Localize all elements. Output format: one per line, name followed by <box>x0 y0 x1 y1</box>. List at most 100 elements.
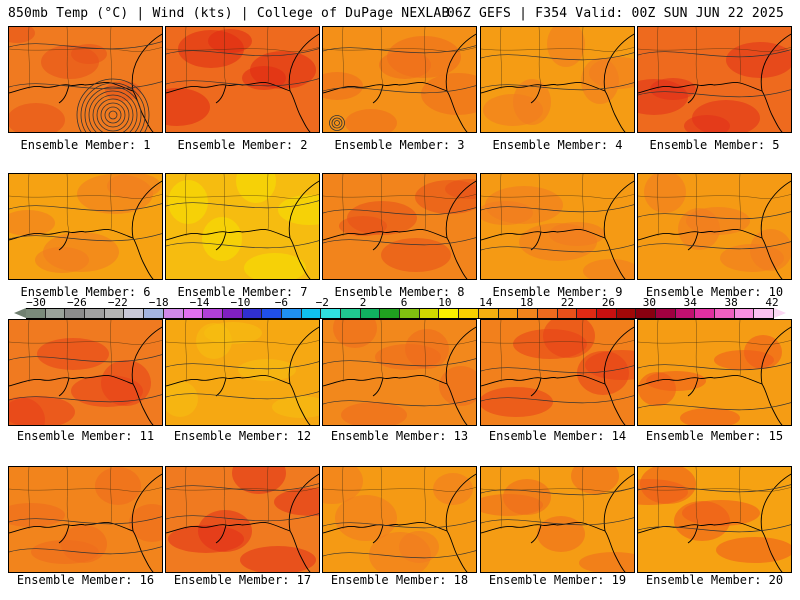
state-border <box>500 467 502 530</box>
colorbar-swatch <box>400 309 420 318</box>
ensemble-panel: Ensemble Member: 16 <box>8 466 163 589</box>
storm-isobar <box>329 115 345 131</box>
state-border <box>638 340 791 345</box>
colorbar-swatch <box>262 309 282 318</box>
temperature-region <box>168 180 208 224</box>
coastline <box>481 375 626 425</box>
ensemble-map <box>322 319 477 426</box>
coastline <box>603 33 634 92</box>
ensemble-member-label: Ensemble Member: 4 <box>492 138 623 152</box>
coastline <box>603 326 634 385</box>
coastline <box>445 473 476 532</box>
state-border <box>500 174 502 237</box>
temperature-region <box>61 525 107 563</box>
map-canvas <box>323 467 476 572</box>
map-canvas <box>9 320 162 425</box>
coastline <box>58 84 70 104</box>
wind-contour <box>481 395 634 404</box>
coastline <box>323 375 468 425</box>
storm-isobar <box>92 94 134 132</box>
colorbar-tick-label: 2 <box>359 296 367 309</box>
coastline <box>131 326 162 385</box>
temperature-region <box>250 51 316 89</box>
state-border <box>110 320 112 377</box>
wind-contour <box>166 200 319 209</box>
temperature-region <box>433 473 473 505</box>
coastline <box>372 524 384 544</box>
colorbar-swatch <box>754 309 775 318</box>
ensemble-map <box>165 173 320 280</box>
ensemble-member-label: Ensemble Member: 19 <box>488 573 627 587</box>
ensemble-map <box>322 173 477 280</box>
ensemble-map <box>165 466 320 573</box>
map-canvas <box>481 174 634 279</box>
temperature-region <box>686 207 750 235</box>
colorbar-swatch <box>616 309 637 318</box>
wind-contour <box>9 81 162 90</box>
colorbar-swatch <box>321 309 341 318</box>
ensemble-panel: Ensemble Member: 3 <box>322 26 477 154</box>
temperature-region <box>399 531 439 563</box>
map-canvas <box>9 467 162 572</box>
state-border <box>28 467 30 530</box>
state-border <box>185 27 187 90</box>
temperature-region <box>208 29 252 53</box>
colorbar-tick-label: 34 <box>683 296 697 309</box>
colorbar-swatch <box>222 309 243 318</box>
wind-contour <box>166 48 319 57</box>
coastline <box>530 524 542 544</box>
wind-contour <box>166 513 319 522</box>
ensemble-panel: Ensemble Member: 6 <box>8 173 163 301</box>
wind-contour <box>323 45 476 54</box>
ensemble-member-label: Ensemble Member: 8 <box>334 285 465 299</box>
state-border <box>380 27 384 86</box>
state-border <box>342 320 344 383</box>
temperature-region <box>680 408 740 425</box>
temperature-region <box>9 503 65 527</box>
map-canvas <box>638 27 791 132</box>
wind-contour <box>9 516 162 525</box>
colorbar-swatch <box>557 309 578 318</box>
temperature-region <box>716 537 791 563</box>
storm-isobar <box>334 120 340 126</box>
colorbar-swatch <box>459 309 479 318</box>
colorbar-tick-label: −10 <box>230 296 251 309</box>
colorbar-swatch <box>636 309 656 318</box>
colorbar-swatch <box>498 309 519 318</box>
wind-contour <box>638 402 791 411</box>
temperature-region <box>405 329 449 369</box>
coastline <box>58 377 70 397</box>
colorbar-tick-label: 10 <box>438 296 452 309</box>
coastline <box>481 229 626 279</box>
state-border <box>424 174 426 231</box>
wind-contour <box>638 49 791 58</box>
temperature-region <box>198 510 252 552</box>
map-canvas <box>166 174 319 279</box>
coastline <box>9 82 154 132</box>
coastline <box>603 473 634 532</box>
coastline <box>166 522 311 572</box>
temperature-region <box>345 109 397 132</box>
map-canvas <box>481 27 634 132</box>
ensemble-member-label: Ensemble Member: 3 <box>334 138 465 152</box>
coastline <box>372 84 384 104</box>
state-border <box>424 27 426 84</box>
coastline <box>131 33 162 92</box>
colorbar-swatch <box>163 309 184 318</box>
wind-contour <box>481 487 634 496</box>
coastline <box>215 84 227 104</box>
ensemble-map <box>637 466 792 573</box>
temperature-region <box>682 500 760 526</box>
state-border <box>582 467 584 524</box>
colorbar-tick-label: 22 <box>560 296 575 309</box>
ensemble-map <box>637 26 792 133</box>
colorbar-swatch <box>203 309 223 318</box>
temperature-region <box>9 27 35 43</box>
ensemble-map <box>480 319 635 426</box>
colorbar-swatch <box>144 309 164 318</box>
temperature-region <box>9 396 75 425</box>
colorbar-swatch <box>715 309 735 318</box>
temperature-region <box>347 201 417 235</box>
state-border <box>223 320 227 379</box>
ensemble-member-label: Ensemble Member: 6 <box>20 285 151 299</box>
